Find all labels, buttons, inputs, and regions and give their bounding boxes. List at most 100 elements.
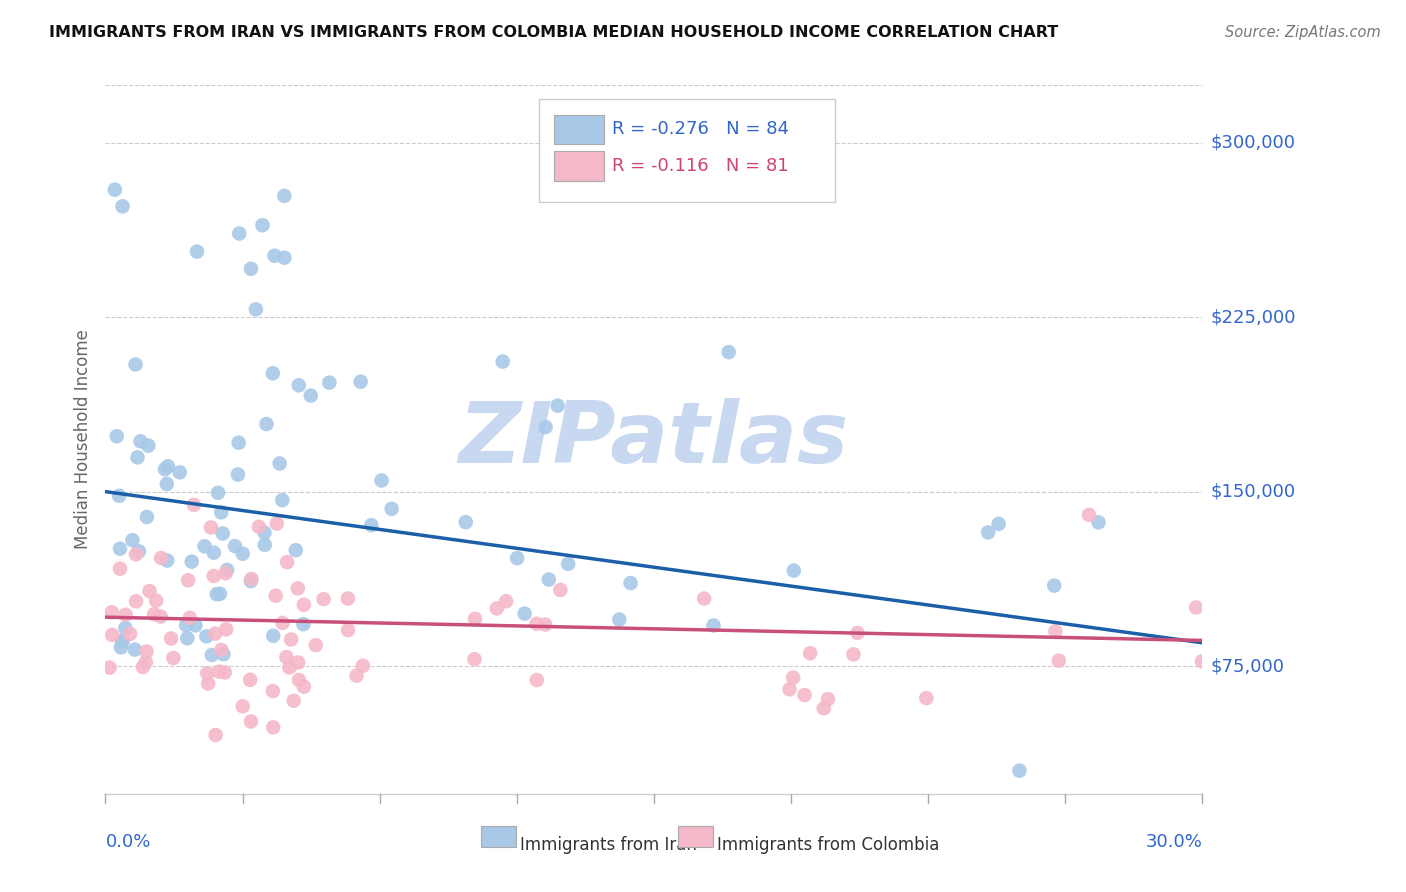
Point (108, 489, 131, 503)
Point (537, 573, 560, 587)
Point (288, 673, 311, 687)
Point (108, 562, 131, 576)
Point (352, 658, 374, 673)
Point (263, 249, 285, 263)
Text: Immigrants from Iran: Immigrants from Iran (520, 836, 697, 854)
Point (350, 375, 373, 389)
Point (174, 618, 197, 632)
Point (276, 650, 298, 665)
Point (114, 621, 136, 635)
Point (782, 671, 804, 685)
Point (793, 688, 815, 702)
Point (1045, 624, 1067, 639)
Text: $75,000: $75,000 (1211, 657, 1285, 675)
Point (145, 593, 167, 607)
FancyBboxPatch shape (481, 826, 516, 847)
Point (262, 366, 284, 380)
Point (779, 682, 801, 697)
Point (118, 627, 141, 641)
Point (287, 378, 309, 392)
Point (495, 594, 517, 608)
Text: R = -0.276   N = 84: R = -0.276 N = 84 (612, 120, 789, 138)
Point (813, 701, 835, 715)
Point (305, 638, 328, 652)
Point (287, 656, 309, 670)
Point (609, 613, 631, 627)
Point (179, 611, 201, 625)
Point (105, 429, 128, 443)
Point (1087, 516, 1109, 530)
Point (153, 462, 176, 476)
Text: ZIPatlas: ZIPatlas (458, 398, 849, 481)
Text: R = -0.116   N = 81: R = -0.116 N = 81 (612, 157, 789, 176)
Point (124, 358, 146, 372)
Point (262, 720, 284, 734)
Point (209, 643, 232, 657)
Point (1078, 508, 1101, 522)
FancyBboxPatch shape (538, 99, 835, 202)
FancyBboxPatch shape (554, 152, 605, 181)
Point (111, 633, 134, 648)
Text: Immigrants from Colombia: Immigrants from Colombia (717, 836, 939, 854)
Point (269, 457, 291, 471)
Point (214, 665, 236, 680)
Point (271, 493, 294, 508)
Point (702, 618, 724, 632)
Point (464, 612, 486, 626)
Point (224, 539, 246, 553)
Point (253, 525, 276, 540)
Point (169, 466, 191, 480)
Point (215, 563, 238, 577)
Point (239, 714, 262, 729)
Point (184, 618, 207, 632)
Point (693, 591, 716, 606)
Point (202, 546, 225, 560)
Point (266, 516, 288, 531)
Point (550, 582, 572, 597)
Point (253, 538, 276, 552)
Point (1191, 655, 1213, 669)
Point (162, 651, 184, 665)
Point (204, 728, 226, 742)
Point (915, 691, 938, 706)
Point (228, 435, 250, 450)
Point (842, 648, 865, 662)
Point (292, 598, 315, 612)
Point (534, 617, 557, 632)
Point (817, 692, 839, 706)
Point (264, 589, 287, 603)
Point (492, 354, 515, 368)
Point (135, 510, 157, 524)
Point (454, 515, 477, 529)
Point (547, 399, 569, 413)
Point (183, 498, 205, 512)
Point (283, 694, 305, 708)
Point (318, 376, 340, 390)
Point (292, 617, 315, 632)
Point (111, 199, 134, 213)
Point (197, 676, 219, 690)
Point (381, 501, 404, 516)
Point (299, 388, 322, 402)
Point (977, 525, 1000, 540)
Point (143, 607, 166, 622)
Point (110, 640, 132, 655)
Point (346, 668, 368, 682)
Point (193, 539, 215, 553)
Text: IMMIGRANTS FROM IRAN VS IMMIGRANTS FROM COLOMBIA MEDIAN HOUSEHOLD INCOME CORRELA: IMMIGRANTS FROM IRAN VS IMMIGRANTS FROM … (49, 25, 1059, 40)
Point (205, 587, 228, 601)
Point (1043, 578, 1066, 592)
Point (526, 673, 548, 687)
Point (201, 648, 224, 662)
Point (463, 652, 485, 666)
Point (278, 660, 301, 674)
Point (228, 227, 250, 241)
Point (156, 459, 179, 474)
Point (135, 655, 157, 669)
Point (121, 533, 143, 548)
Text: $300,000: $300,000 (1211, 134, 1295, 152)
Point (284, 543, 307, 558)
Point (292, 680, 315, 694)
Point (262, 629, 284, 643)
Point (1185, 600, 1208, 615)
